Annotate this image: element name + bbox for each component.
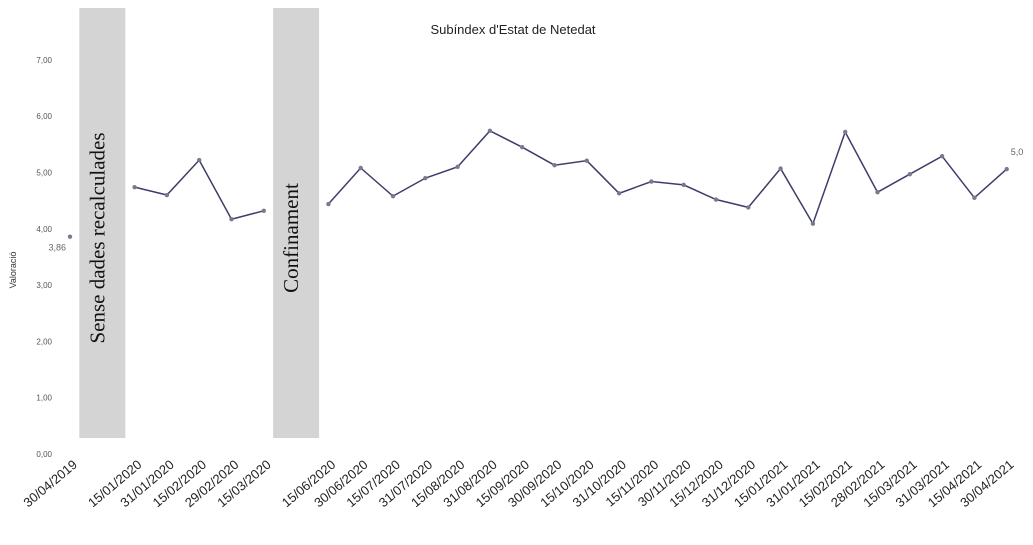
data-point — [487, 128, 493, 134]
data-point — [939, 153, 945, 159]
data-point — [1004, 166, 1009, 172]
data-point — [229, 217, 234, 222]
data-label: 5,0 — [1011, 147, 1024, 157]
data-point — [649, 179, 654, 184]
data-point — [552, 162, 557, 168]
data-point — [390, 193, 396, 199]
data-point — [423, 175, 428, 181]
data-point — [907, 171, 912, 177]
data-point — [261, 208, 266, 213]
y-tick-label: 6,00 — [36, 112, 52, 121]
data-point — [520, 144, 525, 150]
data-point — [616, 191, 622, 196]
data-point — [67, 234, 73, 239]
y-tick-label: 5,00 — [36, 169, 52, 178]
data-point — [713, 197, 719, 202]
annotation-band — [79, 8, 126, 438]
data-point — [326, 201, 331, 207]
data-point — [778, 166, 783, 171]
data-series — [67, 128, 1009, 239]
y-tick-label: 4,00 — [36, 225, 52, 234]
y-tick-label: 1,00 — [36, 394, 52, 403]
data-labels: 3,86 5,0 — [48, 147, 1023, 253]
annotation-label: Confinament — [279, 183, 303, 293]
chart-title: Subíndex d'Estat de Netedat — [430, 22, 595, 37]
data-point — [164, 192, 170, 198]
x-axis-ticks: 30/04/2019 15/01/202031/01/202015/02/2020… — [20, 457, 1016, 510]
data-point — [810, 221, 816, 226]
y-tick-label: 0,00 — [36, 450, 52, 459]
y-tick-label: 2,00 — [36, 337, 52, 346]
y-tick-label: 3,00 — [36, 281, 52, 290]
data-point — [746, 205, 751, 210]
y-axis-ticks: 0,00 1,00 2,00 3,00 4,00 5,00 6,00 7,00 — [36, 56, 52, 459]
data-point — [843, 129, 848, 135]
data-point — [455, 164, 460, 170]
annotation-bands: Sense dades recalculades Confinament — [79, 8, 320, 438]
data-point — [132, 184, 137, 190]
y-axis-label: Valoració — [8, 252, 18, 289]
y-tick-label: 7,00 — [36, 56, 52, 65]
data-label: 3,86 — [48, 243, 66, 253]
data-point — [584, 158, 589, 163]
data-point — [972, 195, 977, 201]
data-point — [875, 190, 880, 195]
data-point — [197, 157, 202, 163]
series-line — [134, 158, 264, 221]
data-point — [681, 182, 686, 188]
annotation-band — [273, 8, 320, 438]
annotation-label: Sense dades recalculades — [85, 132, 109, 343]
x-tick-label: 30/04/2019 — [20, 457, 79, 510]
data-point — [358, 165, 363, 171]
series-line — [327, 129, 1008, 226]
